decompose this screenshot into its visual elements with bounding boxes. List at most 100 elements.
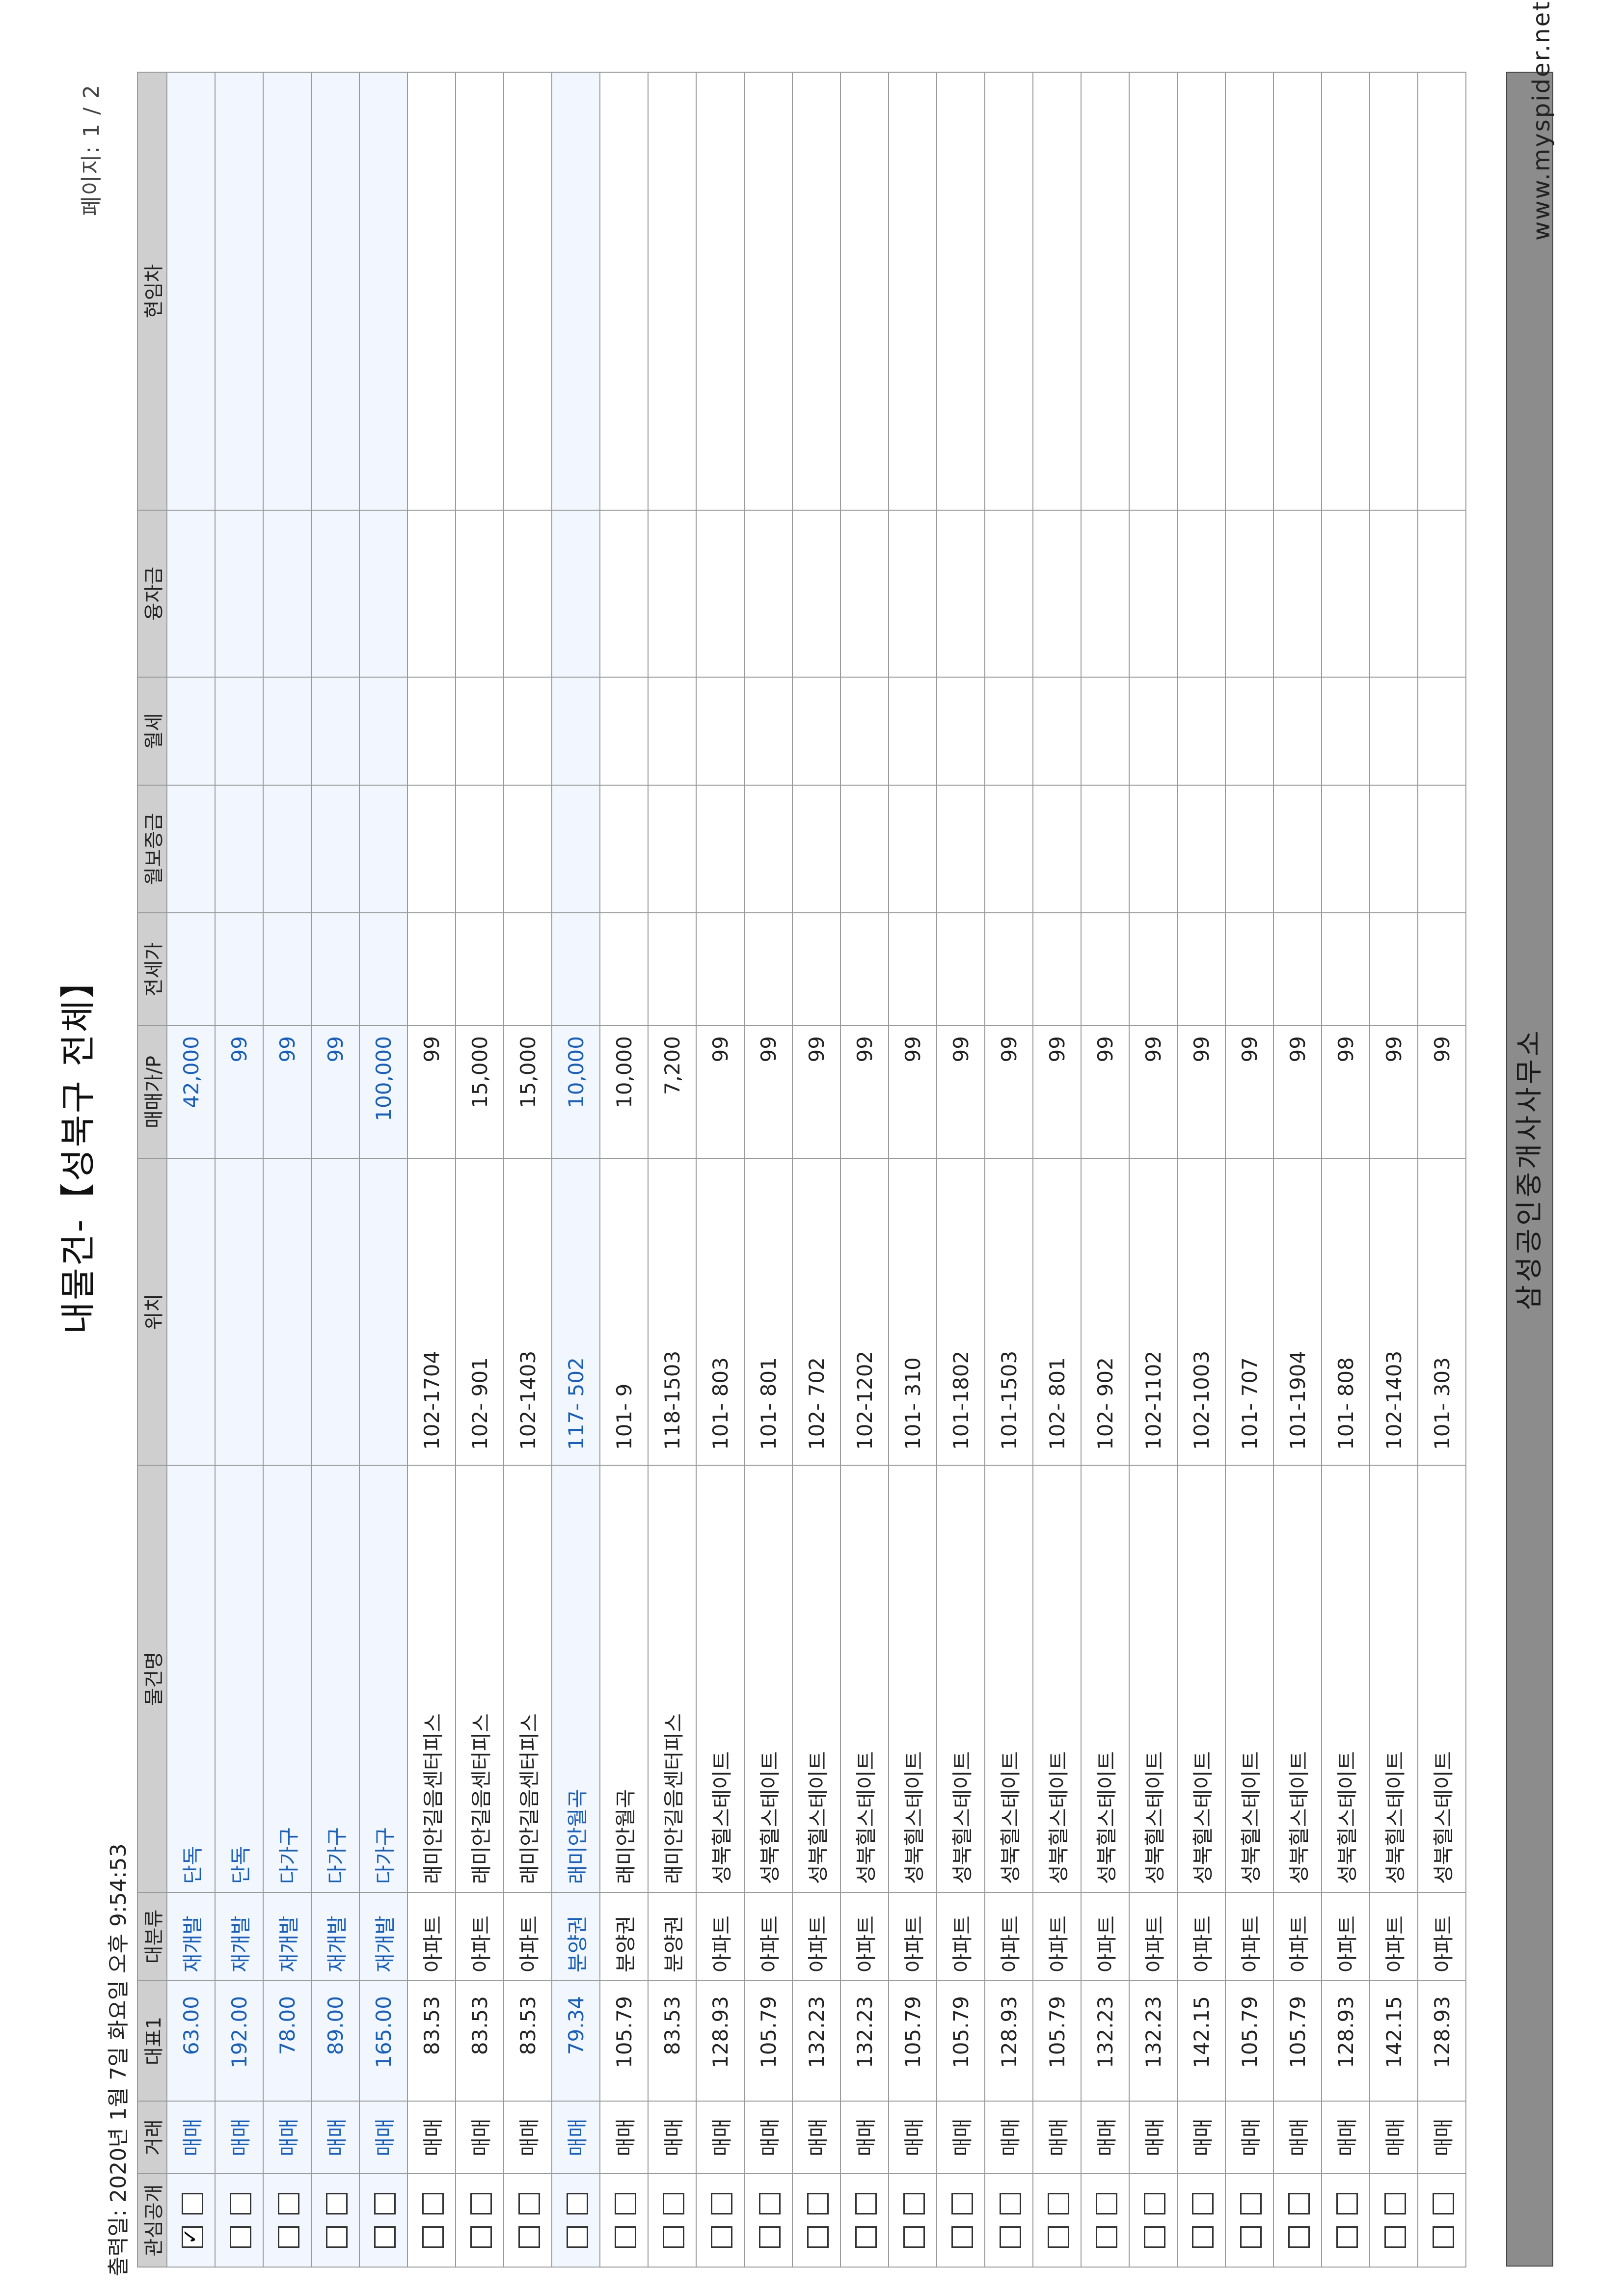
property-name-cell[interactable]: 래미안월곡 [552,1465,600,1892]
interest-checkbox[interactable] [470,2226,492,2248]
table-row[interactable]: 매매 132.23 아파트 성북힐스테이트 102- 702 99 [792,72,840,2267]
property-name-cell[interactable]: 다가구 [359,1465,407,1892]
table-row[interactable]: 매매 105.79 아파트 성북힐스테이트 101- 707 99 [1225,72,1273,2267]
interest-checkbox[interactable] [1288,2226,1310,2248]
property-name-cell[interactable]: 성북힐스테이트 [1129,1465,1177,1892]
col-header-deal[interactable]: 거래 [137,2101,167,2174]
table-row[interactable]: 매매 83.53 아파트 래미안길음센터피스 102- 901 15,000 [456,72,504,2267]
table-row[interactable]: 매매 165.00 재개발 다가구 100,000 [359,72,407,2267]
table-row[interactable]: 매매 105.79 아파트 성북힐스테이트 101-1904 99 [1273,72,1322,2267]
interest-checkbox[interactable] [1191,2226,1214,2248]
property-name-cell[interactable]: 성북힐스테이트 [744,1465,792,1892]
table-row[interactable]: 매매 79.34 분양권 래미안월곡 117- 502 10,000 [552,72,600,2267]
property-name-cell[interactable]: 성북힐스테이트 [840,1465,889,1892]
col-header-interest[interactable]: 관심공개 [137,2174,167,2267]
table-row[interactable]: 매매 128.93 아파트 성북힐스테이트 101- 808 99 [1322,72,1370,2267]
public-checkbox[interactable] [758,2193,781,2214]
table-row[interactable]: 매매 105.79 아파트 성북힐스테이트 101- 801 99 [744,72,792,2267]
public-checkbox[interactable] [614,2193,636,2214]
public-checkbox[interactable] [1047,2193,1069,2214]
property-name-cell[interactable]: 성북힐스테이트 [1225,1465,1273,1892]
table-row[interactable]: 매매 142.15 아파트 성북힐스테이트 102-1403 99 [1370,72,1418,2267]
col-header-name[interactable]: 물건명 [137,1465,167,1892]
col-header-deposit[interactable]: 월보증금 [137,785,167,913]
property-name-cell[interactable]: 성북힐스테이트 [792,1465,840,1892]
interest-checkbox[interactable] [422,2226,444,2248]
public-checkbox[interactable] [181,2193,203,2214]
interest-checkbox[interactable] [1336,2226,1358,2248]
col-header-price[interactable]: 매매가/P [137,1026,167,1158]
col-header-jeonse[interactable]: 전세가 [137,913,167,1026]
public-checkbox[interactable] [566,2193,588,2214]
property-name-cell[interactable]: 래미안길음센터피스 [456,1465,504,1892]
property-name-cell[interactable]: 래미안월곡 [600,1465,648,1892]
public-checkbox[interactable] [325,2193,348,2214]
table-row[interactable]: 매매 192.00 재개발 단독 99 [215,72,263,2267]
interest-checkbox[interactable] [1095,2226,1117,2248]
property-name-cell[interactable]: 성북힐스테이트 [889,1465,937,1892]
col-header-rent[interactable]: 월세 [137,677,167,785]
public-checkbox[interactable] [277,2193,299,2214]
property-name-cell[interactable]: 성북힐스테이트 [1322,1465,1370,1892]
col-header-location[interactable]: 위치 [137,1158,167,1465]
property-name-cell[interactable]: 다가구 [311,1465,359,1892]
interest-checkbox[interactable] [710,2226,732,2248]
property-name-cell[interactable]: 성북힐스테이트 [1418,1465,1466,1892]
public-checkbox[interactable] [999,2193,1021,2214]
interest-checkbox[interactable] [807,2226,829,2248]
table-row[interactable]: 매매 128.93 아파트 성북힐스테이트 101- 303 99 [1418,72,1466,2267]
property-name-cell[interactable]: 단독 [167,1465,215,1892]
public-checkbox[interactable] [1288,2193,1310,2214]
public-checkbox[interactable] [1143,2193,1165,2214]
table-row[interactable]: 매매 132.23 아파트 성북힐스테이트 102-1102 99 [1129,72,1177,2267]
interest-checkbox[interactable] [566,2226,588,2248]
property-name-cell[interactable]: 다가구 [263,1465,311,1892]
table-row[interactable]: 매매 105.79 분양권 래미안월곡 101- 9 10,000 [600,72,648,2267]
table-row[interactable]: 매매 105.79 아파트 성북힐스테이트 101- 310 99 [889,72,937,2267]
interest-checkbox[interactable] [1240,2226,1262,2248]
property-name-cell[interactable]: 성북힐스테이트 [1370,1465,1418,1892]
table-row[interactable]: 매매 105.79 아파트 성북힐스테이트 101-1802 99 [937,72,985,2267]
public-checkbox[interactable] [951,2193,973,2214]
public-checkbox[interactable] [903,2193,925,2214]
table-row[interactable]: 매매 83.53 분양권 래미안길음센터피스 118-1503 7,200 [648,72,696,2267]
public-checkbox[interactable] [855,2193,877,2214]
property-name-cell[interactable]: 성북힐스테이트 [1273,1465,1322,1892]
interest-checkbox[interactable] [855,2226,877,2248]
public-checkbox[interactable] [1095,2193,1117,2214]
table-row[interactable]: 매매 83.53 아파트 래미안길음센터피스 102-1704 99 [407,72,456,2267]
public-checkbox[interactable] [229,2193,251,2214]
interest-checkbox[interactable] [662,2226,684,2248]
public-checkbox[interactable] [1384,2193,1406,2214]
table-row[interactable]: 매매 132.23 아파트 성북힐스테이트 102- 902 99 [1081,72,1129,2267]
property-name-cell[interactable]: 성북힐스테이트 [937,1465,985,1892]
property-name-cell[interactable]: 성북힐스테이트 [696,1465,744,1892]
interest-checkbox[interactable] [614,2226,636,2248]
interest-checkbox[interactable] [181,2226,203,2248]
property-name-cell[interactable]: 성북힐스테이트 [985,1465,1033,1892]
property-name-cell[interactable]: 성북힐스테이트 [1033,1465,1081,1892]
table-row[interactable]: 매매 89.00 재개발 다가구 99 [311,72,359,2267]
interest-checkbox[interactable] [758,2226,781,2248]
property-name-cell[interactable]: 래미안길음센터피스 [504,1465,552,1892]
public-checkbox[interactable] [422,2193,444,2214]
interest-checkbox[interactable] [903,2226,925,2248]
public-checkbox[interactable] [710,2193,732,2214]
interest-checkbox[interactable] [1143,2226,1165,2248]
table-row[interactable]: 매매 78.00 재개발 다가구 99 [263,72,311,2267]
public-checkbox[interactable] [1240,2193,1262,2214]
interest-checkbox[interactable] [518,2226,540,2248]
interest-checkbox[interactable] [1432,2226,1454,2248]
public-checkbox[interactable] [1191,2193,1214,2214]
col-header-category[interactable]: 대분류 [137,1892,167,1981]
property-name-cell[interactable]: 래미안길음센터피스 [407,1465,456,1892]
public-checkbox[interactable] [1336,2193,1358,2214]
public-checkbox[interactable] [1432,2193,1454,2214]
public-checkbox[interactable] [662,2193,684,2214]
public-checkbox[interactable] [518,2193,540,2214]
col-header-area[interactable]: 대표1 [137,1981,167,2101]
table-row[interactable]: 매매 105.79 아파트 성북힐스테이트 102- 801 99 [1033,72,1081,2267]
interest-checkbox[interactable] [999,2226,1021,2248]
table-row[interactable]: 매매 128.93 아파트 성북힐스테이트 101- 803 99 [696,72,744,2267]
